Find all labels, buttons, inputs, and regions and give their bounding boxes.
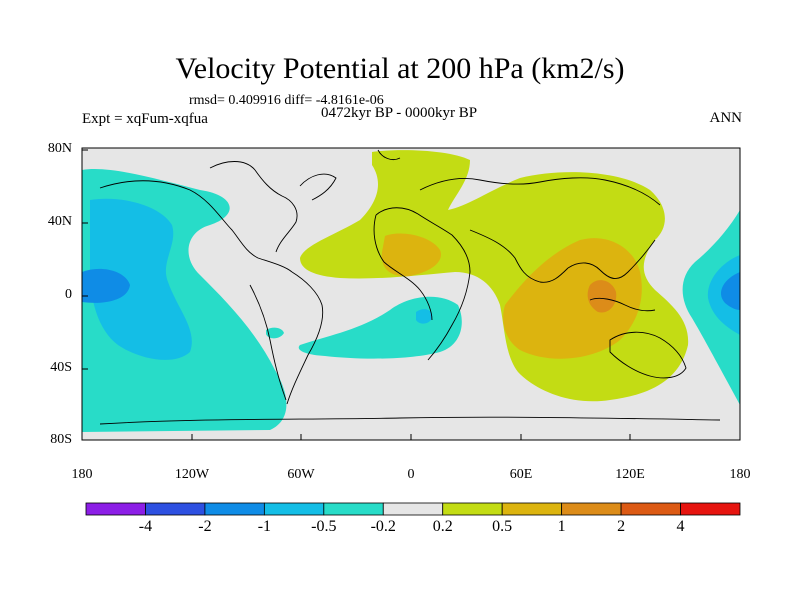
lon-label-180w: 180 <box>71 467 93 482</box>
lat-label-40n: 40N <box>47 214 72 229</box>
colorbar-swatch <box>323 502 384 516</box>
east-pacific-negative-center <box>720 272 740 310</box>
colorbar-label: -0.5 <box>311 518 337 535</box>
lon-label-60w: 60W <box>287 467 315 482</box>
positive-maritime-core <box>587 280 617 313</box>
colorbar-swatch <box>382 502 444 516</box>
lon-label-120w: 120W <box>174 467 210 482</box>
colorbar-label: 2 <box>617 518 626 535</box>
lat-label-80s: 80S <box>50 432 72 447</box>
colorbar-swatch <box>680 502 741 516</box>
colorbar-swatch <box>501 502 563 516</box>
colorbar-label: 4 <box>676 518 685 535</box>
lon-label-60e: 60E <box>509 467 533 482</box>
lat-label-0: 0 <box>65 287 72 302</box>
coastlines <box>99 149 721 425</box>
colorbar-label: -4 <box>138 518 153 535</box>
colorbar-label: 0.2 <box>432 518 453 535</box>
colorbar-label: -0.2 <box>370 518 396 535</box>
colorbar-swatch <box>145 502 206 516</box>
lat-label-40s: 40S <box>50 360 72 375</box>
lat-label-80n: 80N <box>47 141 72 156</box>
positive-africa-core <box>381 233 441 277</box>
atlantic-negative-core <box>416 309 433 324</box>
pacific-negative-core <box>90 198 192 360</box>
colorbar-label: -2 <box>198 518 212 535</box>
axis-ticks <box>81 149 741 441</box>
colorbar-swatch <box>263 502 325 516</box>
lon-label-120e: 120E <box>615 467 645 482</box>
atlantic-small-negative <box>266 327 284 339</box>
positive-indian-core <box>503 238 642 359</box>
lon-label-0: 0 <box>407 467 415 482</box>
plot-title: Velocity Potential at 200 hPa (km2/s) <box>175 52 625 85</box>
colorbar-swatch <box>442 502 503 516</box>
experiment-label: Expt = xqFum-xqfua <box>82 111 208 127</box>
colorbar-label: -1 <box>257 518 272 535</box>
colorbar-swatch <box>620 502 681 516</box>
period-label: 0472kyr BP - 0000kyr BP <box>321 105 478 121</box>
stats-text: rmsd= 0.409916 diff= -4.8161e-06 <box>189 93 384 108</box>
lon-label-180e: 180 <box>729 467 751 482</box>
colorbar-swatch <box>204 502 265 516</box>
pacific-negative-center <box>82 268 130 303</box>
colorbar-swatch <box>85 502 146 516</box>
colorbar-label: 0.5 <box>492 518 513 535</box>
colorbar-swatch <box>561 502 622 516</box>
colorbar-label: 1 <box>557 518 566 535</box>
season-label: ANN <box>709 110 743 126</box>
